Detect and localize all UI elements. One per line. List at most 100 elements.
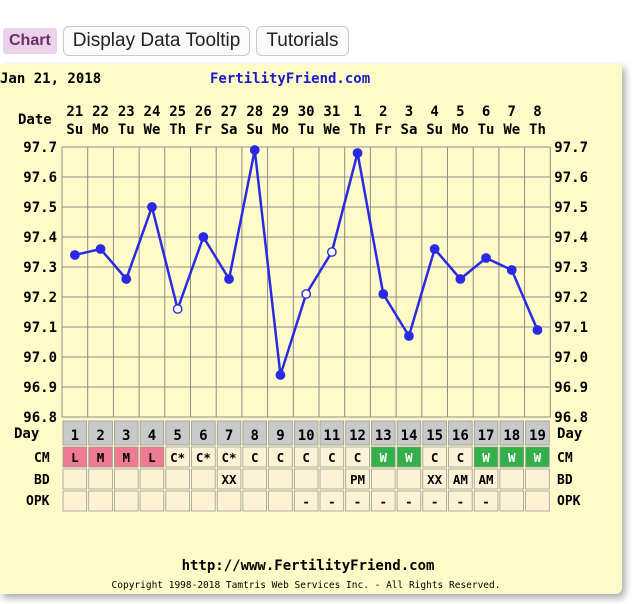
date-label: 31 (323, 104, 340, 120)
day-cell-label: 16 (452, 428, 469, 444)
date-label: 7 (508, 104, 516, 120)
day-cell-box (216, 420, 242, 446)
y-tick-label-right: 97.1 (554, 320, 588, 336)
y-tick-label-right: 96.9 (554, 380, 588, 396)
temp-point[interactable] (224, 274, 234, 284)
cm-cell-label: W (405, 450, 413, 465)
date-label: 25 (169, 104, 186, 120)
y-tick-label-right: 97.6 (554, 170, 588, 186)
cm-cell-box (242, 446, 267, 468)
date-label: 3 (405, 104, 413, 120)
day-cell-label: 14 (401, 428, 418, 444)
opk-cell-box (165, 490, 190, 512)
day-cell-box (293, 420, 319, 446)
temp-point-open[interactable] (326, 247, 337, 257)
tutorials-button[interactable]: Tutorials (256, 26, 349, 56)
temp-point[interactable] (455, 274, 466, 284)
temp-point[interactable] (404, 331, 414, 341)
opk-cell-box (370, 490, 396, 512)
cm-cell-box (165, 446, 190, 468)
bd-cell-box (396, 468, 422, 490)
weekday-label: We (323, 122, 340, 138)
date-label: 4 (430, 104, 438, 120)
temp-point[interactable] (249, 145, 260, 155)
chart-tab[interactable]: Chart (3, 28, 57, 54)
date-label: 23 (118, 104, 135, 120)
temp-point[interactable] (481, 253, 491, 263)
cm-cell-box (293, 446, 319, 468)
day-cell-box (370, 420, 396, 446)
day-cell-box (114, 420, 139, 446)
cm-cell-label: C (354, 450, 362, 465)
cm-cell-box (396, 446, 422, 468)
temp-point[interactable] (69, 250, 80, 260)
temp-point[interactable] (275, 370, 286, 380)
day-cell-box (396, 420, 422, 446)
temp-point[interactable] (429, 244, 440, 254)
day-cell-label: 1 (71, 428, 79, 444)
bd-cell-label: XX (427, 472, 443, 487)
cm-cell-box (88, 446, 113, 468)
day-cell-label: 10 (298, 428, 315, 444)
temp-point[interactable] (352, 148, 363, 158)
day-cell-box (525, 420, 550, 446)
cm-cell-box (319, 446, 345, 468)
bd-cell-label: AM (479, 472, 494, 487)
cm-cell-box (422, 446, 447, 468)
cm-cell-box (114, 446, 139, 468)
day-cell-label: 9 (276, 428, 284, 444)
temp-point-open[interactable] (172, 304, 183, 314)
display-data-tooltip-button[interactable]: Display Data Tooltip (62, 26, 251, 56)
temp-point[interactable] (378, 289, 389, 299)
y-tick-label-right: 97.7 (554, 140, 588, 156)
cm-cell-box (62, 446, 88, 468)
weekday-label: Th (529, 122, 546, 138)
opk-cell-label: - (405, 494, 413, 509)
bd-cell-label: XX (222, 472, 238, 487)
cm-cell-label: W (379, 450, 387, 465)
temp-point-open[interactable] (301, 289, 312, 299)
cm-cell-label: W (508, 450, 516, 465)
temp-point[interactable] (506, 265, 517, 275)
y-tick-label-right: 97.2 (554, 290, 588, 306)
temp-point[interactable] (532, 325, 543, 335)
cm-cell-label: C* (196, 450, 211, 465)
cm-row-label-left: CM (34, 451, 50, 466)
cm-cell-label: C (457, 450, 465, 465)
bd-cell-box (191, 468, 216, 490)
cm-cell-label: L (148, 450, 156, 465)
bd-cell-box (370, 468, 396, 490)
cm-cell-label: W (482, 450, 490, 465)
date-label: 8 (533, 104, 541, 120)
temp-point[interactable] (147, 202, 157, 212)
day-cell-box (268, 420, 293, 446)
cm-cell-label: C (251, 450, 259, 465)
date-row-label: Date (18, 112, 52, 128)
bd-row-label-right: BD (557, 473, 573, 488)
cm-cell-box (525, 446, 550, 468)
site-name: FertilityFriend.com (210, 71, 370, 87)
temp-point[interactable] (198, 232, 209, 242)
day-cell-label: 18 (503, 428, 520, 444)
cm-cell-box (499, 446, 524, 468)
cm-cell-label: M (97, 450, 105, 465)
temp-point[interactable] (121, 274, 132, 284)
bd-cell-box (499, 468, 524, 490)
footer-url: http://www.FertilityFriend.com (182, 558, 435, 574)
cm-cell-label: C (328, 450, 336, 465)
weekday-label: Tu (118, 122, 135, 138)
bd-cell-box (448, 468, 473, 490)
temp-point[interactable] (95, 244, 106, 254)
opk-cell-label: - (431, 494, 439, 509)
bd-cell-box (319, 468, 345, 490)
opk-cell-label: - (379, 494, 387, 509)
bd-cell-box (88, 468, 113, 490)
bd-cell-label: AM (453, 472, 468, 487)
opk-cell-box (345, 490, 370, 512)
opk-cell-box (88, 490, 113, 512)
y-tick-label-left: 97.6 (23, 170, 57, 186)
y-tick-label-left: 97.0 (23, 350, 57, 366)
weekday-label: Tu (298, 122, 315, 138)
weekday-label: Su (426, 122, 443, 138)
opk-cell-box (216, 490, 242, 512)
